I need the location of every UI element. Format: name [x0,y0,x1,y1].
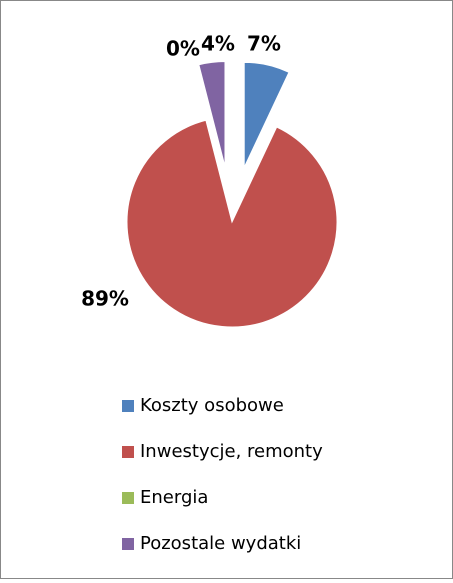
data-label: 7% [247,32,281,56]
pie-slice [243,61,290,168]
legend-swatch [122,400,134,412]
legend-label: Inwestycje, remonty [140,441,323,462]
legend-label: Energia [140,487,208,508]
legend-label: Koszty osobowe [140,395,284,416]
data-label: 4% [201,32,235,56]
legend-swatch [122,492,134,504]
legend-swatch [122,446,134,458]
pie-slice [126,119,338,328]
data-label: 89% [81,287,129,311]
legend-swatch [122,538,134,550]
pie-slice [198,60,226,167]
data-label: 0% [166,37,200,61]
legend-label: Pozostale wydatki [140,533,301,554]
